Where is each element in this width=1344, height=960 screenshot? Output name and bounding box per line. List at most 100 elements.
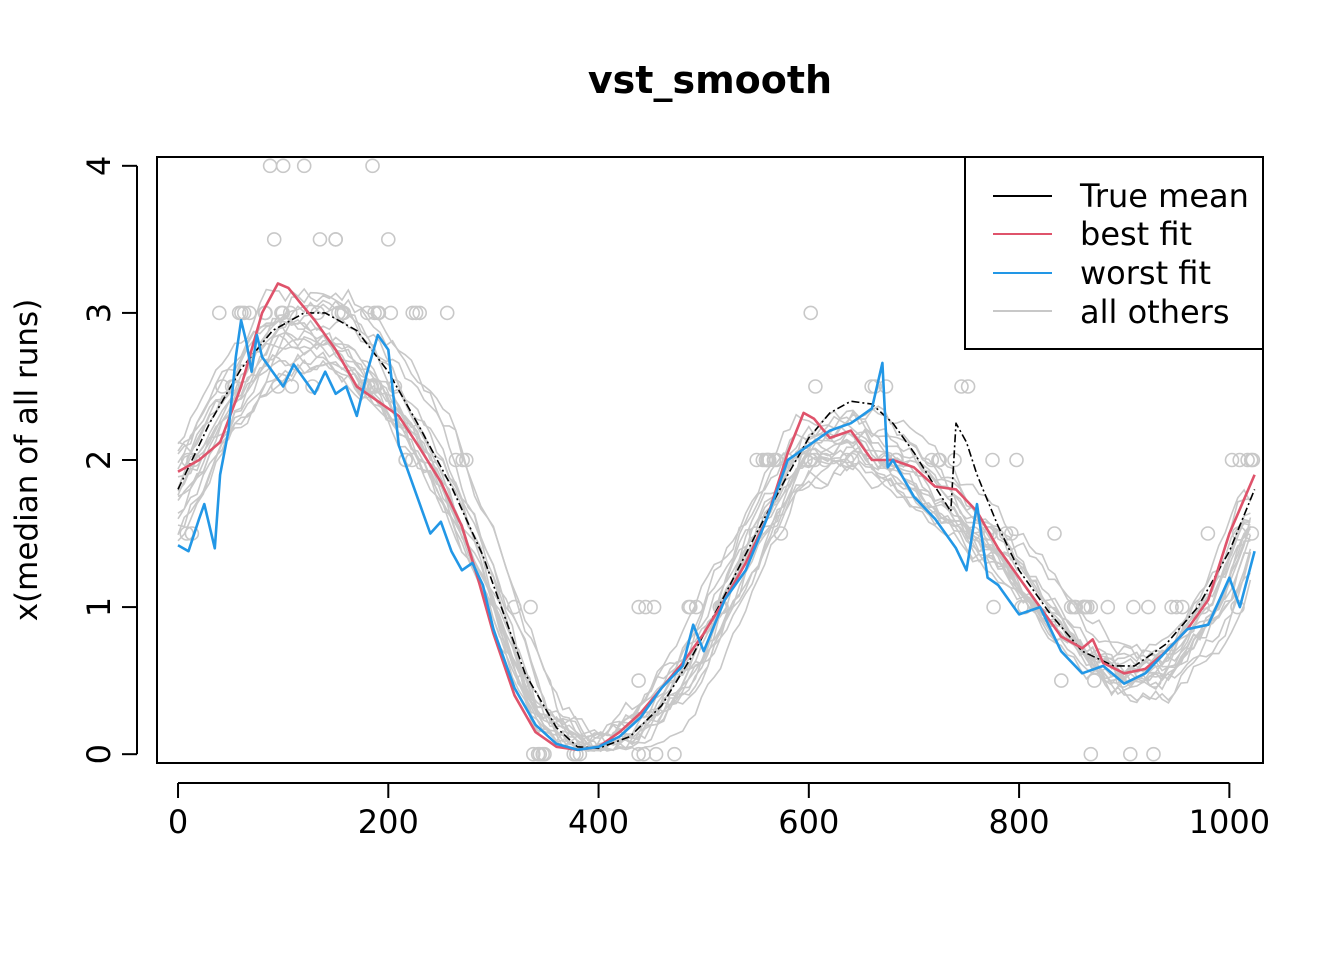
- data-point: [1083, 746, 1099, 762]
- data-point: [405, 305, 421, 321]
- x-axis: 0 200 400 600 800 1000: [168, 782, 1270, 841]
- series-line-others-9: [177, 318, 1252, 752]
- data-point: [380, 232, 396, 247]
- data-point: [458, 452, 474, 468]
- data-point: [1047, 526, 1062, 541]
- data-point: [803, 452, 819, 468]
- data-point: [439, 305, 455, 321]
- others-layer: [177, 287, 1252, 753]
- data-point: [312, 232, 328, 247]
- x-tick-label: 1000: [1189, 803, 1270, 841]
- y-tick-label: 2: [80, 450, 118, 470]
- data-point: [455, 452, 471, 468]
- y-tick-label: 0: [80, 744, 118, 764]
- data-point: [368, 379, 383, 394]
- data-point: [807, 452, 822, 468]
- data-point: [1054, 673, 1069, 688]
- chart-title: vst_smooth: [588, 58, 832, 102]
- data-point: [275, 305, 291, 321]
- data-point: [523, 599, 538, 615]
- series-line-others-13: [177, 298, 1252, 752]
- y-tick-label: 1: [80, 597, 118, 617]
- data-point: [1195, 599, 1210, 615]
- data-point: [262, 158, 278, 174]
- data-point: [1083, 599, 1099, 615]
- data-point: [960, 379, 976, 394]
- series-line-others-11: [177, 361, 1251, 752]
- data-point: [1068, 599, 1084, 615]
- data-point: [448, 452, 464, 468]
- data-point: [1123, 746, 1138, 762]
- data-point: [1147, 673, 1162, 688]
- data-point: [631, 746, 646, 762]
- data-point: [371, 305, 387, 321]
- data-point: [844, 452, 860, 468]
- data-point: [1100, 599, 1116, 615]
- legend-label-worst-fit: worst fit: [1080, 254, 1211, 292]
- series-line-best-fit: [177, 282, 1256, 752]
- data-point: [878, 379, 894, 394]
- data-point: [1240, 452, 1255, 468]
- data-point: [924, 452, 940, 468]
- y-axis: 0 1 2 3 4: [80, 156, 138, 764]
- data-point: [1224, 452, 1240, 468]
- data-point: [954, 379, 969, 394]
- data-point: [212, 305, 227, 321]
- data-point: [408, 305, 424, 321]
- data-point: [839, 452, 855, 468]
- y-tick-label: 3: [80, 303, 118, 323]
- series-line-others-14: [177, 348, 1251, 753]
- series-line-others-6: [177, 299, 1252, 751]
- data-point: [506, 599, 522, 615]
- data-point: [817, 452, 833, 468]
- data-point: [404, 452, 420, 468]
- legend: True mean best fit worst fit all others: [964, 156, 1264, 350]
- data-point: [1169, 599, 1184, 615]
- data-point: [631, 599, 647, 615]
- data-point: [296, 158, 312, 174]
- data-point: [758, 452, 774, 468]
- series-line-others-0: [177, 358, 1252, 751]
- data-point: [1004, 526, 1019, 541]
- data-point: [242, 305, 257, 321]
- data-point: [749, 452, 765, 468]
- data-point: [1200, 526, 1216, 541]
- data-point: [638, 599, 653, 615]
- data-point: [215, 379, 230, 394]
- x-tick-label: 600: [778, 803, 839, 841]
- legend-label-all-others: all others: [1080, 293, 1229, 331]
- series-line-true-mean: [177, 312, 1256, 750]
- x-tick-label: 0: [168, 803, 188, 841]
- data-point: [808, 379, 823, 394]
- data-point: [412, 305, 428, 321]
- data-point: [1009, 452, 1024, 468]
- data-point: [646, 599, 662, 615]
- series-line-others-7: [177, 331, 1251, 752]
- series-line-others-12: [177, 288, 1251, 742]
- data-point: [1232, 452, 1247, 468]
- data-point: [798, 452, 813, 468]
- series-line-others-10: [177, 353, 1251, 752]
- data-point: [803, 305, 819, 321]
- data-point: [525, 746, 541, 762]
- data-point: [998, 526, 1014, 541]
- data-point: [275, 158, 291, 174]
- data-point: [387, 379, 403, 394]
- legend-box: [964, 156, 1264, 350]
- data-point: [667, 746, 682, 762]
- legend-label-best-fit: best fit: [1080, 215, 1192, 253]
- series-line-worst-fit: [177, 319, 1256, 752]
- data-point: [1087, 673, 1102, 688]
- data-point: [932, 452, 947, 468]
- x-tick-label: 200: [358, 803, 419, 841]
- data-point: [714, 599, 729, 615]
- data-point: [1126, 599, 1141, 615]
- data-point: [328, 232, 344, 247]
- data-point: [1146, 746, 1161, 762]
- data-point: [336, 305, 352, 321]
- data-point: [282, 305, 298, 321]
- data-point: [383, 305, 399, 321]
- data-point: [365, 158, 380, 174]
- data-point: [1164, 599, 1179, 615]
- y-axis-label: x(median of all runs): [9, 299, 45, 622]
